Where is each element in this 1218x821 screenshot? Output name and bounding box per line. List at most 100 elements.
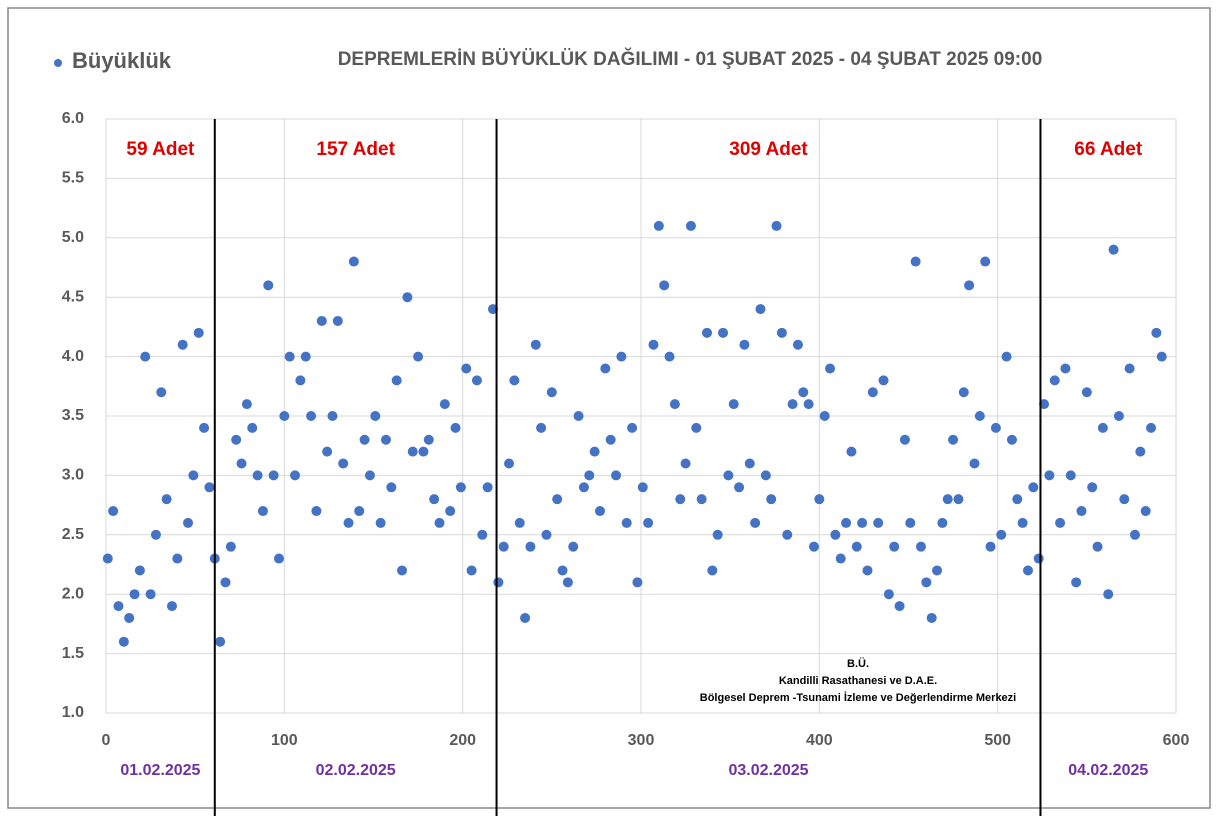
data-point <box>1028 482 1039 493</box>
data-point <box>316 315 327 326</box>
data-point <box>225 541 236 552</box>
data-point <box>509 375 520 386</box>
data-point <box>830 529 841 540</box>
data-point <box>514 517 525 528</box>
data-point <box>455 482 466 493</box>
data-point <box>418 446 429 457</box>
data-point <box>648 339 659 350</box>
data-point <box>1076 506 1087 517</box>
data-point <box>568 541 579 552</box>
x-tick-label: 0 <box>102 732 111 749</box>
data-point <box>787 399 798 410</box>
data-point <box>498 541 509 552</box>
data-point <box>760 470 771 481</box>
data-point <box>937 517 948 528</box>
data-point <box>653 220 664 231</box>
data-point <box>290 470 301 481</box>
data-point <box>359 434 370 445</box>
data-point <box>429 494 440 505</box>
data-point <box>193 327 204 338</box>
x-tick-label: 300 <box>628 732 655 749</box>
data-point <box>1108 244 1119 255</box>
data-point <box>664 351 675 362</box>
y-tick-label: 5.0 <box>62 229 84 246</box>
data-point <box>584 470 595 481</box>
data-point <box>750 517 761 528</box>
data-point <box>279 411 290 421</box>
data-point <box>1156 351 1167 362</box>
data-point <box>1103 589 1114 600</box>
data-point <box>150 529 161 540</box>
data-point <box>814 494 825 505</box>
data-point <box>562 577 573 588</box>
data-point <box>932 565 943 576</box>
data-point <box>685 220 696 231</box>
credit-line: Kandilli Rasathanesi ve D.A.E. <box>779 675 937 687</box>
data-point <box>841 517 852 528</box>
data-point <box>964 280 975 291</box>
x-tick-label: 600 <box>1163 732 1190 749</box>
data-point <box>306 411 317 421</box>
data-point <box>771 220 782 231</box>
segment-date: 01.02.2025 <box>120 762 200 779</box>
data-point <box>482 482 493 493</box>
data-point <box>332 315 343 326</box>
data-point <box>883 589 894 600</box>
data-point <box>1119 494 1130 505</box>
data-point <box>739 339 750 350</box>
data-point <box>375 517 386 528</box>
data-point <box>1044 470 1055 481</box>
data-point <box>236 458 247 469</box>
data-point <box>803 399 814 410</box>
data-point <box>926 612 937 623</box>
data-point <box>268 470 279 481</box>
data-point <box>311 506 322 517</box>
data-point <box>734 482 745 493</box>
segment-date: 04.02.2025 <box>1068 762 1148 779</box>
data-point <box>851 541 862 552</box>
data-point <box>1071 577 1082 588</box>
data-point <box>990 422 1001 433</box>
data-point <box>675 494 686 505</box>
data-point <box>477 529 488 540</box>
data-point <box>536 422 547 433</box>
data-point <box>744 458 755 469</box>
data-point <box>969 458 980 469</box>
data-point <box>1129 529 1140 540</box>
data-point <box>493 577 504 588</box>
data-point <box>1022 565 1033 576</box>
data-point <box>546 387 557 398</box>
data-point <box>413 351 424 362</box>
data-point <box>504 458 515 469</box>
data-point <box>1065 470 1076 481</box>
data-point <box>252 470 263 481</box>
data-point <box>247 422 258 433</box>
data-point <box>948 434 959 445</box>
data-point <box>295 375 306 386</box>
data-point <box>691 422 702 433</box>
segment-count: 309 Adet <box>729 139 808 160</box>
data-point <box>520 612 531 623</box>
data-point <box>1006 434 1017 445</box>
data-point <box>632 577 643 588</box>
data-point <box>792 339 803 350</box>
data-point <box>873 517 884 528</box>
data-point <box>108 506 119 517</box>
data-point <box>696 494 707 505</box>
data-point <box>263 280 274 291</box>
x-tick-label: 200 <box>449 732 476 749</box>
data-point <box>825 363 836 374</box>
data-point <box>846 446 857 457</box>
data-point <box>391 375 402 386</box>
y-tick-label: 2.0 <box>62 585 84 602</box>
data-point <box>557 565 568 576</box>
data-point <box>471 375 482 386</box>
data-point <box>183 517 194 528</box>
y-tick-label: 1.0 <box>62 704 84 721</box>
data-point <box>1097 422 1108 433</box>
data-point <box>364 470 375 481</box>
data-point <box>1012 494 1023 505</box>
segment-count: 59 Adet <box>126 139 195 160</box>
